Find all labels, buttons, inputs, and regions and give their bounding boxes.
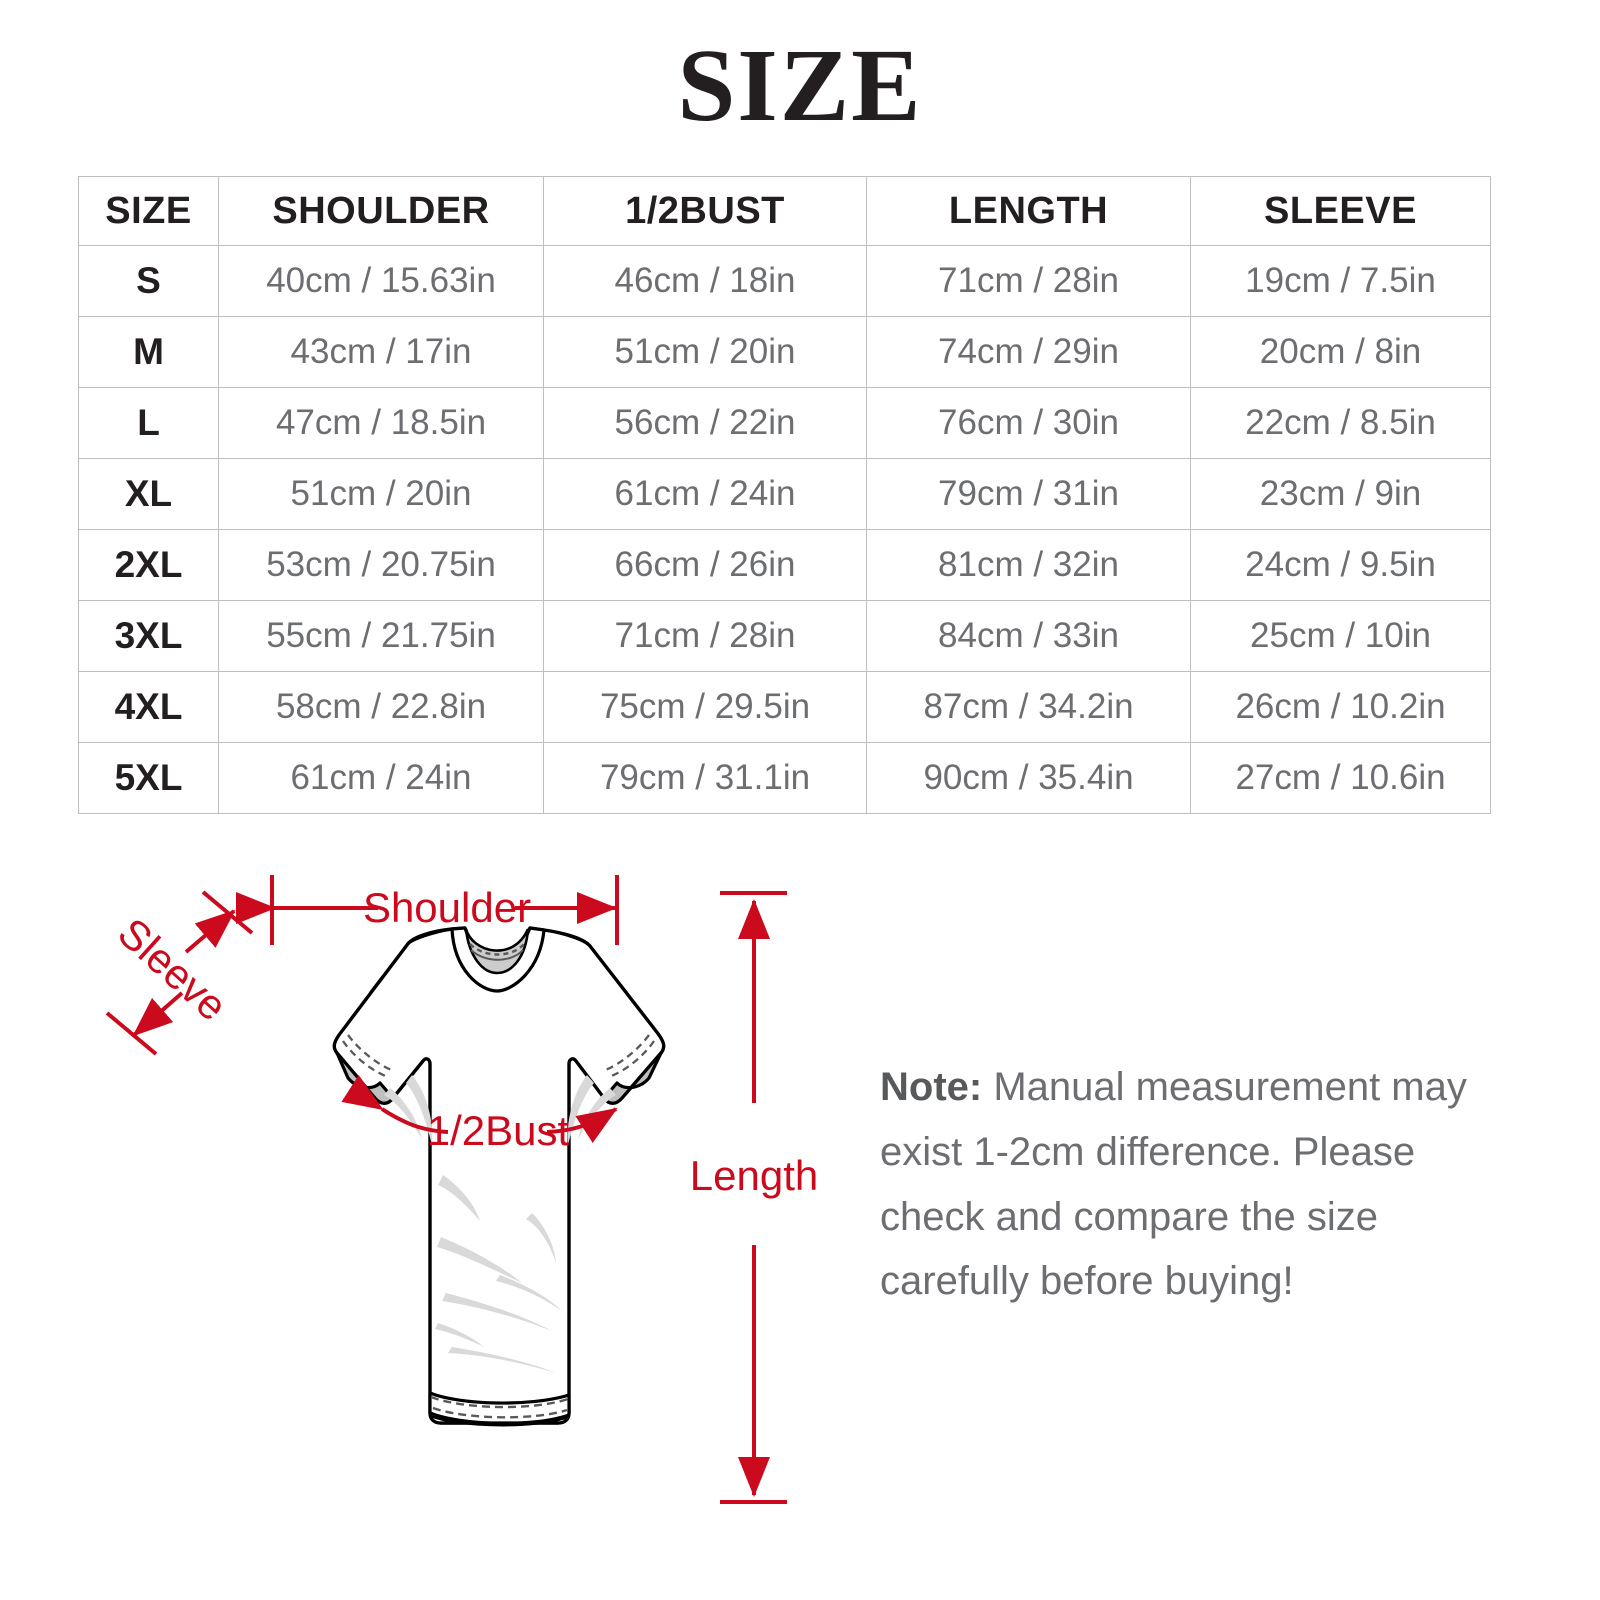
cell-bust: 46cm / 18in — [543, 245, 867, 317]
cell-bust: 66cm / 26in — [543, 529, 867, 601]
cell-shoulder: 51cm / 20in — [218, 458, 544, 530]
tshirt-measurement-diagram: Shoulder Sleeve 1/2Bust Le — [60, 845, 900, 1545]
cell-sleeve: 19cm / 7.5in — [1190, 245, 1491, 317]
cell-shoulder: 47cm / 18.5in — [218, 387, 544, 459]
tshirt-illustration — [332, 926, 666, 1427]
cell-shoulder: 61cm / 24in — [218, 742, 544, 814]
cell-bust: 79cm / 31.1in — [543, 742, 867, 814]
cell-sleeve: 25cm / 10in — [1190, 600, 1491, 672]
table-row: 5XL 61cm / 24in 79cm / 31.1in 90cm / 35.… — [78, 742, 1491, 814]
cell-sleeve: 23cm / 9in — [1190, 458, 1491, 530]
shoulder-label: Shoulder — [363, 884, 531, 931]
cell-bust: 51cm / 20in — [543, 316, 867, 388]
cell-shoulder: 58cm / 22.8in — [218, 671, 544, 743]
cell-sleeve: 22cm / 8.5in — [1190, 387, 1491, 459]
column-header-bust: 1/2BUST — [543, 176, 867, 246]
cell-bust: 61cm / 24in — [543, 458, 867, 530]
cell-sleeve: 26cm / 10.2in — [1190, 671, 1491, 743]
cell-shoulder: 40cm / 15.63in — [218, 245, 544, 317]
table-row: S 40cm / 15.63in 46cm / 18in 71cm / 28in… — [78, 245, 1491, 317]
table-row: 3XL 55cm / 21.75in 71cm / 28in 84cm / 33… — [78, 600, 1491, 672]
cell-shoulder: 43cm / 17in — [218, 316, 544, 388]
sleeve-measurement — [105, 890, 254, 1056]
cell-size: 2XL — [78, 529, 219, 601]
note-text: Manual measurement may exist 1-2cm diffe… — [880, 1065, 1467, 1304]
column-header-shoulder: SHOULDER — [218, 176, 544, 246]
table-row: XL 51cm / 20in 61cm / 24in 79cm / 31in 2… — [78, 458, 1491, 530]
table-row: L 47cm / 18.5in 56cm / 22in 76cm / 30in … — [78, 387, 1491, 459]
table-header-row: SIZE SHOULDER 1/2BUST LENGTH SLEEVE — [78, 176, 1491, 246]
cell-size: S — [78, 245, 219, 317]
cell-length: 87cm / 34.2in — [866, 671, 1191, 743]
cell-shoulder: 55cm / 21.75in — [218, 600, 544, 672]
cell-bust: 75cm / 29.5in — [543, 671, 867, 743]
note-block: Note: Manual measurement may exist 1-2cm… — [880, 1055, 1500, 1314]
column-header-size: SIZE — [78, 176, 219, 246]
shoulder-measurement — [236, 875, 619, 945]
size-table: SIZE SHOULDER 1/2BUST LENGTH SLEEVE S 40… — [78, 176, 1491, 814]
cell-length: 71cm / 28in — [866, 245, 1191, 317]
cell-length: 81cm / 32in — [866, 529, 1191, 601]
table-row: 4XL 58cm / 22.8in 75cm / 29.5in 87cm / 3… — [78, 671, 1491, 743]
column-header-length: LENGTH — [866, 176, 1191, 246]
cell-size: M — [78, 316, 219, 388]
half-bust-label: 1/2Bust — [427, 1107, 570, 1154]
note-prefix: Note: — [880, 1065, 983, 1109]
cell-length: 84cm / 33in — [866, 600, 1191, 672]
cell-length: 76cm / 30in — [866, 387, 1191, 459]
page-title: SIZE — [677, 28, 923, 143]
cell-sleeve: 27cm / 10.6in — [1190, 742, 1491, 814]
cell-sleeve: 24cm / 9.5in — [1190, 529, 1491, 601]
table-row: 2XL 53cm / 20.75in 66cm / 26in 81cm / 32… — [78, 529, 1491, 601]
table-row: M 43cm / 17in 51cm / 20in 74cm / 29in 20… — [78, 316, 1491, 388]
cell-length: 79cm / 31in — [866, 458, 1191, 530]
cell-size: L — [78, 387, 219, 459]
cell-length: 74cm / 29in — [866, 316, 1191, 388]
cell-sleeve: 20cm / 8in — [1190, 316, 1491, 388]
cell-length: 90cm / 35.4in — [866, 742, 1191, 814]
cell-shoulder: 53cm / 20.75in — [218, 529, 544, 601]
cell-bust: 56cm / 22in — [543, 387, 867, 459]
cell-size: 5XL — [78, 742, 219, 814]
cell-size: XL — [78, 458, 219, 530]
cell-bust: 71cm / 28in — [543, 600, 867, 672]
half-bust-measurement — [341, 1074, 618, 1144]
length-label: Length — [690, 1152, 818, 1199]
length-measurement — [720, 891, 787, 1504]
cell-size: 3XL — [78, 600, 219, 672]
cell-size: 4XL — [78, 671, 219, 743]
column-header-sleeve: SLEEVE — [1190, 176, 1491, 246]
